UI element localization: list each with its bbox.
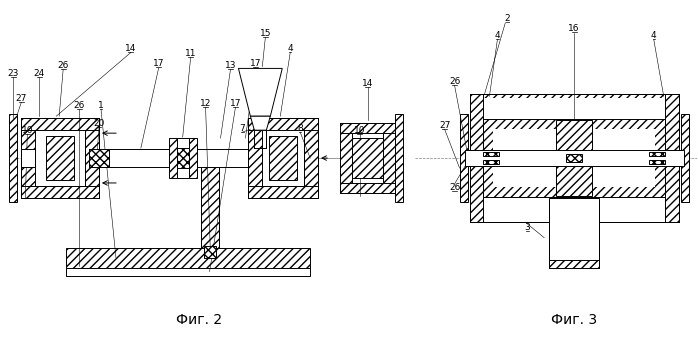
Bar bbox=[648, 160, 664, 164]
Text: 26: 26 bbox=[449, 77, 460, 86]
Text: 14: 14 bbox=[362, 79, 373, 88]
Bar bbox=[9, 114, 17, 202]
Bar bbox=[549, 260, 599, 268]
Bar bbox=[493, 129, 655, 154]
Bar bbox=[556, 166, 592, 196]
Bar bbox=[248, 118, 318, 130]
Text: 2: 2 bbox=[505, 14, 510, 23]
Text: 17: 17 bbox=[230, 99, 242, 108]
Bar bbox=[484, 162, 664, 197]
Bar bbox=[556, 120, 592, 150]
Text: 27: 27 bbox=[439, 121, 450, 130]
Text: 20: 20 bbox=[94, 119, 105, 128]
Bar bbox=[465, 150, 683, 166]
Bar bbox=[681, 114, 689, 202]
Bar bbox=[66, 268, 310, 275]
Bar bbox=[648, 152, 664, 156]
Bar bbox=[340, 183, 395, 193]
Bar bbox=[200, 167, 218, 250]
Bar bbox=[22, 149, 310, 167]
Bar bbox=[470, 162, 678, 222]
Text: 12: 12 bbox=[200, 99, 211, 108]
Bar bbox=[383, 123, 395, 193]
Bar bbox=[85, 118, 99, 198]
Text: 4: 4 bbox=[495, 31, 500, 40]
Text: 26: 26 bbox=[449, 184, 460, 192]
Text: 15: 15 bbox=[260, 29, 271, 38]
Text: Фиг. 3: Фиг. 3 bbox=[551, 314, 597, 328]
Bar bbox=[340, 123, 395, 133]
Text: Фиг. 2: Фиг. 2 bbox=[176, 314, 222, 328]
Bar bbox=[248, 118, 262, 198]
Bar bbox=[566, 154, 582, 162]
Bar bbox=[304, 118, 318, 198]
Bar bbox=[66, 248, 310, 268]
Bar bbox=[36, 130, 85, 186]
Bar bbox=[484, 119, 664, 154]
Polygon shape bbox=[251, 116, 270, 130]
Text: 14: 14 bbox=[125, 44, 137, 53]
Text: 26: 26 bbox=[57, 61, 69, 70]
Text: 24: 24 bbox=[34, 69, 45, 78]
Bar bbox=[22, 149, 36, 167]
Bar bbox=[248, 186, 318, 198]
Bar bbox=[352, 133, 383, 183]
Bar bbox=[395, 114, 403, 202]
Bar bbox=[484, 98, 664, 144]
Bar bbox=[177, 138, 188, 178]
Bar bbox=[459, 114, 468, 202]
Text: 26: 26 bbox=[73, 101, 84, 110]
Text: 23: 23 bbox=[8, 69, 19, 78]
Bar bbox=[188, 138, 197, 178]
Text: 27: 27 bbox=[15, 94, 27, 103]
Bar bbox=[204, 246, 216, 258]
Bar bbox=[493, 162, 655, 187]
Text: 10: 10 bbox=[354, 126, 366, 135]
Text: 17: 17 bbox=[250, 59, 261, 68]
Bar bbox=[470, 94, 678, 154]
Bar bbox=[484, 176, 664, 222]
Text: 13: 13 bbox=[225, 61, 236, 70]
Bar bbox=[89, 149, 109, 167]
Bar bbox=[46, 136, 74, 180]
Bar bbox=[22, 118, 99, 130]
Text: 11: 11 bbox=[185, 49, 196, 58]
Text: 3: 3 bbox=[524, 223, 530, 232]
Polygon shape bbox=[239, 68, 282, 116]
Bar bbox=[169, 138, 177, 178]
Bar bbox=[22, 118, 36, 198]
Text: 4: 4 bbox=[651, 31, 657, 40]
Bar bbox=[549, 198, 599, 268]
Text: 1: 1 bbox=[98, 101, 104, 110]
Text: 8: 8 bbox=[297, 124, 303, 133]
Bar bbox=[89, 149, 109, 167]
Text: 17: 17 bbox=[153, 59, 165, 68]
Text: 7: 7 bbox=[239, 124, 245, 133]
Text: 10: 10 bbox=[22, 126, 33, 135]
Text: 4: 4 bbox=[288, 44, 293, 53]
Bar bbox=[340, 123, 352, 193]
Bar bbox=[269, 136, 297, 180]
Bar bbox=[22, 186, 99, 198]
Bar bbox=[262, 130, 304, 186]
Bar bbox=[352, 138, 383, 178]
Bar bbox=[484, 160, 499, 164]
Bar bbox=[484, 152, 499, 156]
Bar bbox=[200, 167, 218, 250]
Bar bbox=[177, 148, 188, 168]
Text: 16: 16 bbox=[568, 24, 580, 33]
